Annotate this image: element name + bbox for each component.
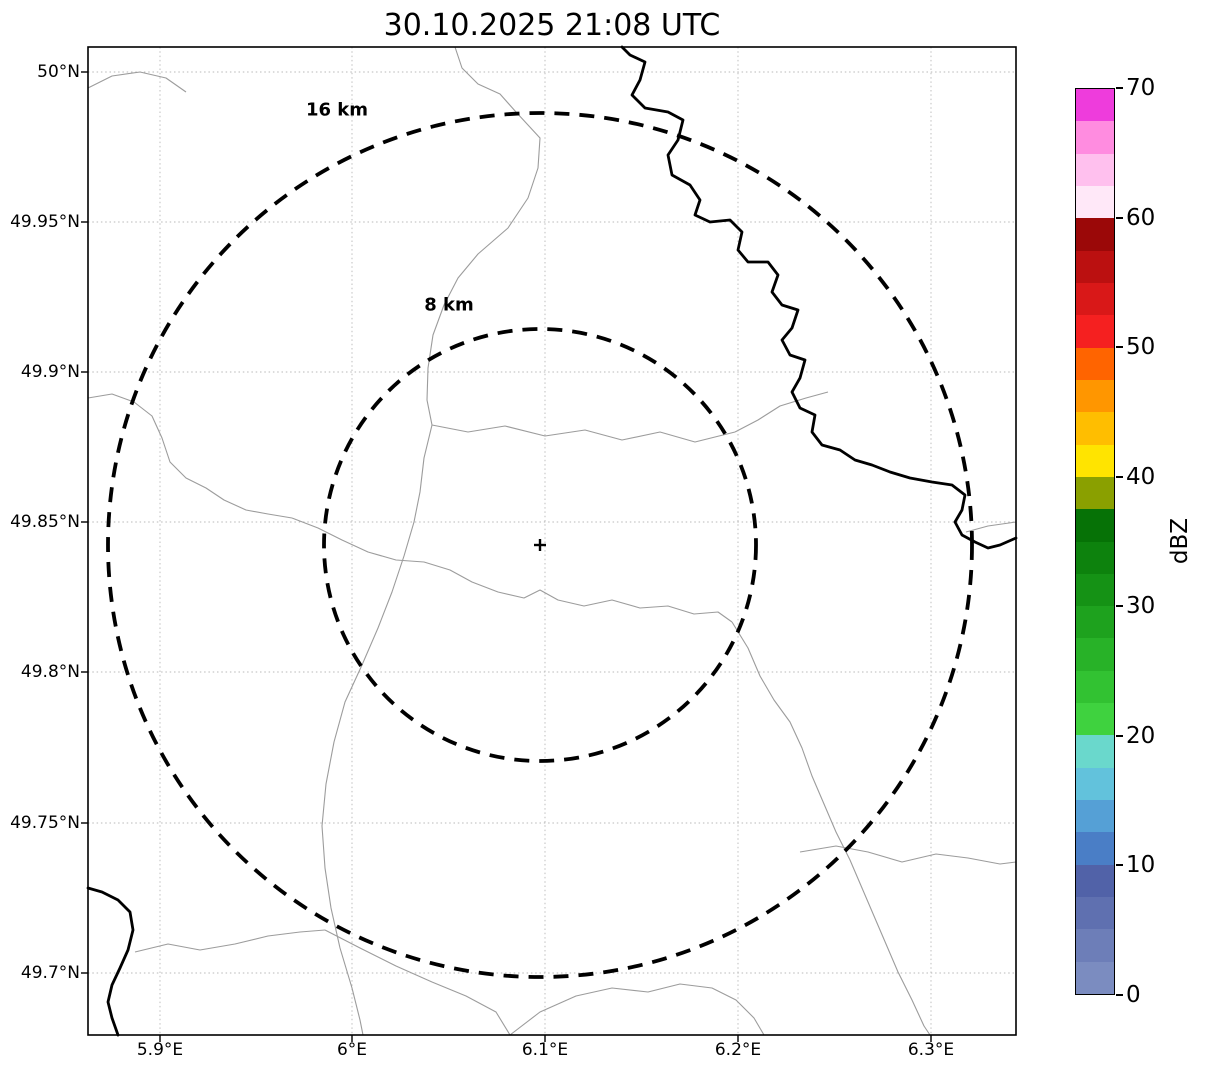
colorbar-axis-label: dBZ xyxy=(1167,517,1193,565)
radar-center-marker xyxy=(534,539,546,551)
colorbar-segment xyxy=(1076,832,1114,865)
colorbar-segment xyxy=(1076,767,1114,801)
colorbar-segment xyxy=(1076,347,1114,380)
colorbar-tick-label: 30 xyxy=(1126,593,1156,620)
axis-tick-marks xyxy=(81,71,932,1042)
colorbar-gradient xyxy=(1076,89,1114,994)
x-axis-tick-label: 6°E xyxy=(336,1040,368,1060)
x-axis-tick-label: 6.2°E xyxy=(714,1040,762,1060)
range-ring-label-8km: 8 km xyxy=(424,294,474,316)
grid-lines xyxy=(88,47,1016,1035)
y-axis-tick-label: 50°N xyxy=(37,62,80,82)
y-axis-tick-label: 49.9°N xyxy=(20,362,80,382)
y-axis-tick-label: 49.75°N xyxy=(10,813,80,833)
colorbar-tick-label: 20 xyxy=(1126,722,1156,749)
colorbar-segment xyxy=(1076,606,1114,639)
colorbar-segment xyxy=(1076,864,1114,898)
range-rings xyxy=(106,111,974,979)
colorbar-segment xyxy=(1076,282,1114,316)
colorbar-segment xyxy=(1076,218,1114,251)
colorbar-tick-mark xyxy=(1116,864,1123,867)
colorbar-segment xyxy=(1076,476,1114,510)
range-ring-8km xyxy=(322,327,758,763)
colorbar-segment xyxy=(1076,412,1114,445)
colorbar-segment xyxy=(1076,444,1114,477)
colorbar-tick-label: 0 xyxy=(1126,982,1141,1008)
colorbar-segment xyxy=(1076,121,1114,154)
y-axis-tick-label: 49.85°N xyxy=(10,512,80,532)
x-axis-tick-label: 6.3°E xyxy=(907,1040,955,1060)
admin-border-lines xyxy=(87,46,1017,1036)
colorbar-tick-label: 60 xyxy=(1126,204,1156,231)
range-ring-16km xyxy=(106,111,974,979)
colorbar-segment xyxy=(1076,379,1114,413)
colorbar-segment xyxy=(1076,509,1114,542)
y-axis-tick-label: 49.7°N xyxy=(20,963,80,983)
y-axis-tick-label: 49.8°N xyxy=(20,662,80,682)
map-frame xyxy=(87,46,1017,1036)
colorbar-tick-mark xyxy=(1116,734,1123,737)
colorbar-tick-label: 70 xyxy=(1126,75,1156,101)
colorbar-tick-mark xyxy=(1116,346,1123,349)
colorbar-tick-label: 40 xyxy=(1126,463,1156,490)
colorbar-segment xyxy=(1076,185,1114,219)
colorbar-segment xyxy=(1076,929,1114,962)
colorbar-segment xyxy=(1076,897,1114,930)
colorbar-tick-mark xyxy=(1116,475,1123,478)
colorbar-tick-mark xyxy=(1116,216,1123,219)
colorbar-segment xyxy=(1076,89,1114,122)
colorbar-segment xyxy=(1076,153,1114,186)
colorbar-tick-mark xyxy=(1116,87,1123,89)
colorbar-segment xyxy=(1076,961,1114,994)
y-axis-tick-label: 49.95°N xyxy=(10,212,80,232)
colorbar-segment xyxy=(1076,250,1114,283)
colorbar-segment xyxy=(1076,541,1114,574)
colorbar-segment xyxy=(1076,703,1114,736)
colorbar-segment xyxy=(1076,670,1114,704)
river-line xyxy=(86,45,1018,1037)
colorbar-segment xyxy=(1076,315,1114,348)
colorbar-tick-mark xyxy=(1116,994,1123,996)
x-axis-tick-label: 6.1°E xyxy=(521,1040,569,1060)
colorbar xyxy=(1075,88,1115,995)
colorbar-segment xyxy=(1076,638,1114,671)
colorbar-segment xyxy=(1076,735,1114,768)
x-axis-tick-label: 5.9°E xyxy=(136,1040,184,1060)
plot-title: 30.10.2025 21:08 UTC xyxy=(383,8,721,43)
colorbar-tick-mark xyxy=(1116,605,1123,608)
range-ring-label-16km: 16 km xyxy=(305,99,369,121)
colorbar-tick-label: 50 xyxy=(1126,334,1156,361)
colorbar-tick-label: 10 xyxy=(1126,852,1156,879)
colorbar-segment xyxy=(1076,573,1114,607)
colorbar-segment xyxy=(1076,800,1114,833)
